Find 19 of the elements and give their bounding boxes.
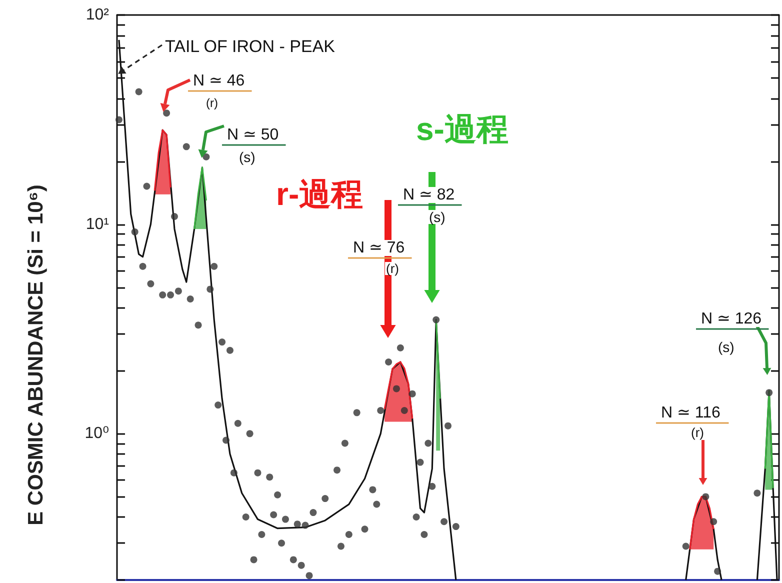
annotation: N ≃ 46: [193, 72, 245, 90]
annotation: (r): [206, 96, 218, 110]
annotation: (s): [718, 339, 734, 355]
annotation: s-過程: [416, 111, 508, 147]
annotation: TAIL OF IRON - PEAK: [165, 37, 336, 56]
annotation: (r): [691, 425, 704, 440]
annotation: (s): [239, 149, 256, 165]
annotation: (s): [429, 209, 446, 225]
y-tick-label: 10¹: [86, 216, 109, 233]
annotation: N ≃ 50: [227, 126, 279, 144]
annotation: N ≃ 116: [661, 404, 720, 422]
y-tick-label: 10²: [86, 6, 110, 24]
annotation: r-過程: [276, 176, 364, 212]
annotation: N ≃ 82: [403, 186, 455, 204]
y-axis-title: E COSMIC ABUNDANCE (Si = 10⁶): [24, 184, 48, 526]
annotation: (r): [386, 261, 399, 276]
annotation: N ≃ 126: [701, 310, 762, 328]
y-tick-label: 10⁰: [84, 425, 109, 442]
annotation: N ≃ 76: [353, 240, 405, 256]
